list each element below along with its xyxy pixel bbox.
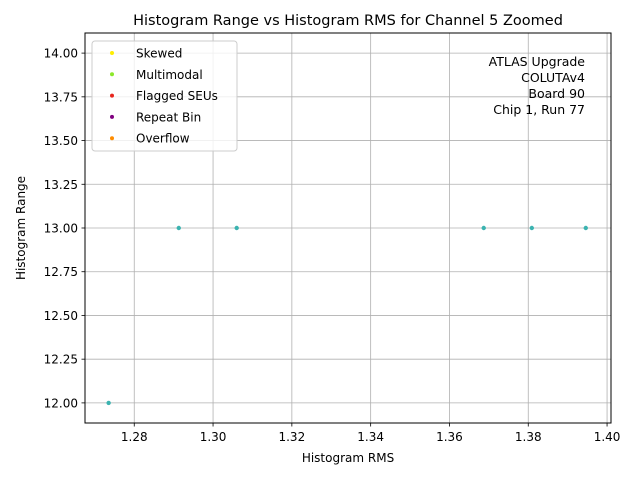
x-tick-label: 1.30 bbox=[200, 430, 227, 444]
y-tick-label: 12.00 bbox=[44, 396, 78, 410]
x-axis-label: Histogram RMS bbox=[302, 451, 394, 465]
x-tick-label: 1.32 bbox=[278, 430, 305, 444]
legend-marker bbox=[110, 136, 114, 141]
legend-label: Multimodal bbox=[136, 68, 203, 82]
annotation-line-3: Board 90 bbox=[528, 86, 585, 101]
annotation-line-1: ATLAS Upgrade bbox=[489, 54, 586, 69]
chart-title: Histogram Range vs Histogram RMS for Cha… bbox=[133, 13, 563, 29]
x-tick-label: 1.40 bbox=[594, 430, 621, 444]
grid-lines bbox=[85, 33, 611, 423]
data-point bbox=[481, 225, 486, 231]
x-tick-label: 1.36 bbox=[436, 430, 463, 444]
legend: Skewed Multimodal Flagged SEUs Repeat Bin Ov… bbox=[91, 40, 238, 152]
data-points bbox=[106, 225, 588, 406]
y-tick-label: 13.75 bbox=[44, 90, 78, 104]
y-axis-ticks: 12.00 12.25 12.50 12.75 13.00 13.25 13.50 13.75… bbox=[44, 47, 85, 410]
x-axis-ticks: 1.28 1.30 1.32 1.34 1.36 1.38 1.40 bbox=[121, 423, 621, 444]
x-tick-label: 1.28 bbox=[121, 430, 148, 444]
x-tick-label: 1.38 bbox=[515, 430, 542, 444]
y-tick-label: 13.25 bbox=[44, 178, 78, 192]
annotation-text: ATLAS Upgrade COLUTAv4 Board 90 Chip 1, … bbox=[489, 54, 586, 117]
legend-marker bbox=[110, 114, 114, 119]
y-tick-label: 12.50 bbox=[44, 309, 78, 323]
legend-marker bbox=[110, 51, 114, 55]
y-tick-label: 13.50 bbox=[44, 134, 78, 148]
y-tick-label: 14.00 bbox=[44, 47, 78, 61]
y-axis-label: Histogram Range bbox=[14, 176, 28, 280]
annotation-line-2: COLUTAv4 bbox=[521, 70, 585, 85]
annotation-line-4: Chip 1, Run 77 bbox=[493, 102, 585, 117]
legend-box bbox=[91, 40, 238, 152]
data-point bbox=[176, 225, 181, 231]
data-point bbox=[529, 225, 535, 231]
legend-label: Skewed bbox=[136, 47, 182, 61]
y-tick-label: 12.25 bbox=[44, 353, 78, 367]
y-tick-label: 12.75 bbox=[44, 265, 78, 279]
legend-label: Repeat Bin bbox=[136, 110, 201, 124]
x-tick-label: 1.34 bbox=[357, 430, 384, 444]
data-point bbox=[234, 225, 239, 231]
legend-marker bbox=[110, 93, 114, 98]
data-point bbox=[106, 400, 111, 406]
data-point bbox=[583, 225, 588, 231]
legend-label: Flagged SEUs bbox=[136, 89, 218, 103]
legend-label: Overflow bbox=[136, 132, 190, 146]
y-tick-label: 13.00 bbox=[44, 222, 78, 236]
legend-marker bbox=[110, 72, 114, 77]
